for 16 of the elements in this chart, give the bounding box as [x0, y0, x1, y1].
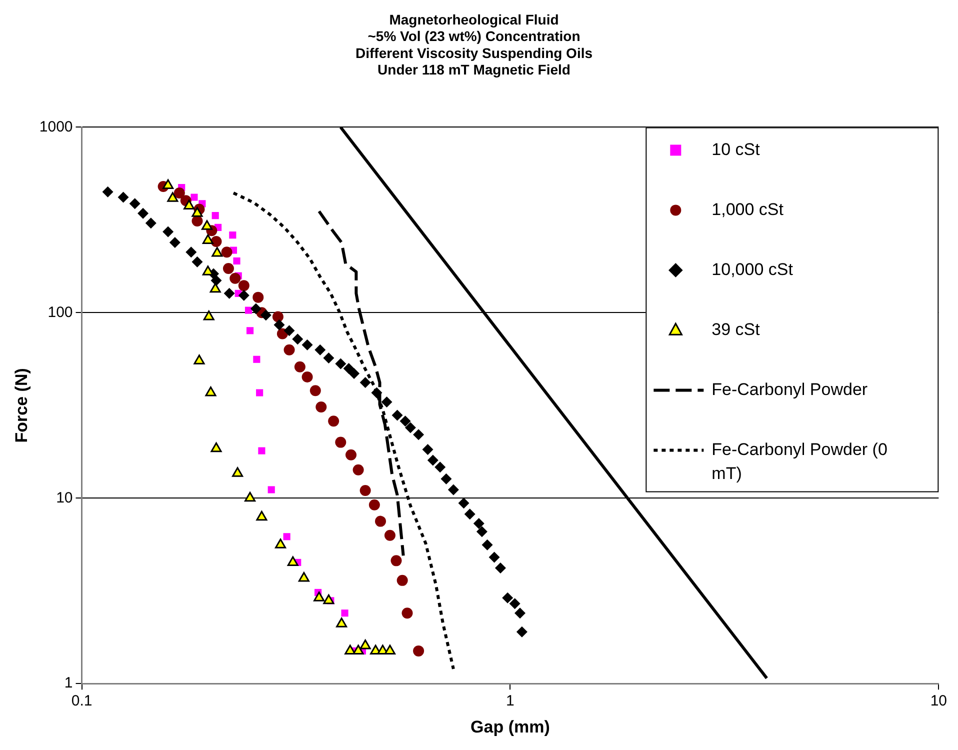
x-axis-title: Gap (mm) [470, 717, 550, 736]
legend-label: Fe-Carbonyl Powder [712, 380, 868, 399]
chart-title: Magnetorheological Fluid ~5% Vol (23 wt%) Concentration Different Viscosity Suspending Oils Under 118 mT Magnetic Field [355, 11, 593, 78]
legend-label: Fe-Carbonyl Powder (0 mT) [712, 440, 888, 483]
y-tick-label: 100 [48, 304, 73, 321]
y-tick-label: 1 [64, 674, 73, 692]
x-tick-label: 0.1 [71, 692, 92, 710]
x-tick-label: 10 [930, 692, 947, 710]
y-axis-title: Force (N) [12, 368, 31, 443]
legend-label: 10,000 cSt [712, 260, 794, 279]
y-tick-label: 1000 [39, 118, 73, 136]
legend-label: 39 cSt [712, 320, 760, 339]
x-tick-label: 1 [506, 692, 514, 710]
y-tick-label: 10 [56, 489, 73, 506]
legend-label: 10 cSt [712, 140, 760, 159]
legend-label: 1,000 cSt [712, 200, 784, 219]
